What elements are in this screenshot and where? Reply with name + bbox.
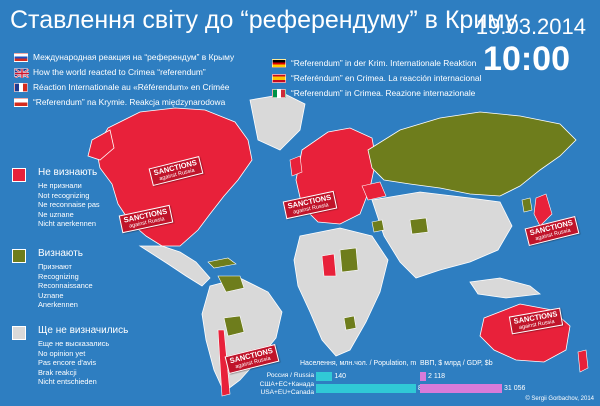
stats-row-label-line: Россия / Russia: [266, 372, 314, 379]
legend-sub-item: Еще не высказались: [38, 339, 110, 348]
legend-sub-item: Anerkennen: [38, 300, 78, 310]
lang-line-italian: “Referendum” in Crimea. Reazione interna…: [272, 88, 475, 98]
stats-row-label-russia: Россия / Russia: [248, 372, 314, 379]
credit-text: © Sergii Gorbachov, 2014: [525, 396, 594, 402]
legend-swatch-undecided: [12, 326, 26, 340]
uk-flag-icon: [14, 67, 29, 78]
russia-region: [367, 111, 577, 197]
chile-region: [217, 329, 231, 397]
lang-text-french: Réaction Internationale au «Référendum» …: [33, 82, 230, 92]
gdp-header: ВВП, $ млрд / GDP, $b: [420, 360, 493, 367]
lang-line-russian: Международная реакция на “референдум” в …: [14, 52, 234, 62]
lang-line-spanish: “Referéndum” en Crimea. La reacción inte…: [272, 73, 481, 83]
africa-region: [293, 227, 389, 357]
legend-sub-recognize: Признают Recognizing Reconnaissance Uzna…: [38, 262, 93, 310]
time-label: 10:00: [483, 40, 570, 78]
gdp-bar: [420, 384, 502, 393]
new-zealand-region: [577, 349, 589, 373]
lang-text-german: “Referendum” in der Krim. Internationale…: [291, 58, 477, 68]
germany-flag-icon: [272, 58, 286, 68]
lang-line-french: Réaction Internationale au «Référendum» …: [14, 82, 229, 92]
stats-row-label-line: USA+EU+Canada: [260, 389, 314, 396]
legend-swatch-recognize: [12, 249, 26, 263]
chad-region: [321, 253, 337, 277]
legend-sub-item: Not recognizing: [38, 190, 90, 200]
lang-text-italian: “Referendum” in Crimea. Reazione interna…: [291, 88, 476, 98]
legend-sub-item: Pas encore d'avis: [38, 358, 97, 368]
cuba-region: [207, 257, 237, 269]
legend-sub-not-recognize: Не признали Not recognizing Ne reconnais…: [38, 181, 100, 229]
alaska-region: [87, 129, 115, 161]
lang-line-german: “Referendum” in der Krim. Internationale…: [272, 58, 476, 68]
uk-flag-cross-icon: [15, 68, 29, 78]
legend-sub-item: Brak reakcji: [38, 367, 77, 377]
legend-sub-item: Nicht anerkennen: [38, 219, 96, 229]
afghanistan-region: [409, 217, 429, 235]
lang-text-english: How the world reacted to Crimea “referen…: [33, 67, 206, 77]
russia-flag-icon: [14, 52, 28, 62]
france-flag-icon: [14, 82, 28, 92]
population-bar: [316, 384, 416, 393]
page-title: Ставлення світу до “референдуму” в Криму: [10, 6, 518, 34]
mexico-region: [138, 245, 211, 287]
lang-line-polish: “Referendum” na Krymie. Reakcja międzyna…: [14, 97, 225, 107]
legend-title-undecided: Ще не визначились: [38, 325, 129, 336]
stats-row-label-line: США+ЕС+Канада: [259, 381, 314, 388]
legend-sub-item: Nicht entschieden: [38, 377, 97, 387]
syria-region: [371, 219, 385, 233]
legend-sub-undecided: Еще не высказались No opinion yet Pas en…: [38, 339, 109, 387]
date-label: 19.03.2014: [475, 14, 586, 39]
legend-sub-item: Ne uznane: [38, 209, 74, 219]
legend-sub-item: No opinion yet: [38, 348, 86, 358]
gdp-value: 2 118: [428, 373, 445, 380]
japan-region: [533, 193, 553, 227]
legend-sub-item: Uznane: [38, 290, 64, 300]
legend-sub-item: Reconnaissance: [38, 281, 93, 291]
asia-region: [371, 191, 513, 279]
legend-title-recognize: Визнають: [38, 248, 83, 259]
poland-flag-icon: [14, 97, 28, 107]
italy-flag-icon: [272, 88, 286, 98]
indonesia-region: [469, 277, 541, 299]
ukraine-region: [361, 181, 387, 201]
bolivia-region: [223, 315, 245, 337]
venezuela-region: [217, 275, 245, 293]
legend-sub-item: Не признали: [38, 181, 82, 190]
legend-title-not-recognize: Не визнають: [38, 167, 98, 178]
legend-swatch-not-recognize: [12, 168, 26, 182]
north-korea-region: [521, 197, 533, 213]
greenland-region: [249, 93, 306, 151]
stats-row-label-west: США+ЕС+Канада USA+EU+Canada: [234, 381, 314, 397]
legend-sub-item: Recognizing: [38, 271, 79, 281]
legend-sub-item: Признают: [38, 262, 72, 271]
lang-text-polish: “Referendum” na Krymie. Reakcja międzyna…: [33, 97, 226, 107]
gdp-bar: [420, 372, 426, 381]
population-bar: [316, 372, 333, 381]
population-value: 140: [334, 373, 347, 380]
legend-sub-item: Ne reconnaise pas: [38, 200, 100, 210]
lang-text-spanish: “Referéndum” en Crimea. La reacción inte…: [291, 73, 482, 83]
zimbabwe-region: [343, 315, 357, 331]
lang-text-russian: Международная реакция на “референдум” в …: [33, 52, 235, 62]
lang-line-english: How the world reacted to Crimea “referen…: [14, 67, 206, 78]
gdp-value: 31 056: [504, 385, 526, 392]
uk-region: [289, 155, 303, 177]
population-header: Населення, млн.чол. / Population, m: [300, 360, 417, 367]
spain-flag-icon: [272, 73, 286, 83]
sudan-region: [339, 247, 359, 273]
